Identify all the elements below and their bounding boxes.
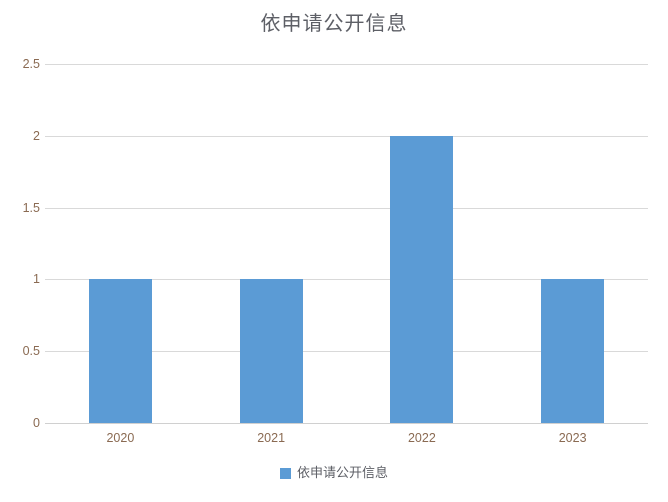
legend-label: 依申请公开信息 bbox=[296, 465, 388, 480]
bar-2020[interactable] bbox=[88, 279, 152, 423]
bar-2021[interactable] bbox=[239, 279, 303, 423]
bar-2023[interactable] bbox=[541, 279, 605, 423]
gridline bbox=[45, 423, 648, 424]
plot-area bbox=[45, 64, 648, 424]
gridline bbox=[45, 351, 648, 353]
y-tick-label: 1.5 bbox=[22, 200, 40, 215]
y-tick-label: 0 bbox=[33, 416, 40, 430]
y-axis: 0 0.5 1 1.5 2 2.5 bbox=[0, 0, 40, 502]
x-tick-label: 2022 bbox=[407, 431, 436, 445]
bar-2022[interactable] bbox=[390, 135, 454, 423]
y-tick-label: 1 bbox=[33, 272, 40, 287]
y-tick-label: 2.5 bbox=[22, 57, 40, 71]
y-tick-label: 0.5 bbox=[22, 344, 40, 359]
gridline bbox=[45, 135, 648, 137]
legend-swatch-icon bbox=[279, 467, 291, 479]
x-tick-label: 2021 bbox=[257, 431, 286, 445]
chart-title: 依申请公开信息 bbox=[260, 13, 408, 35]
chart-legend: 依申请公开信息 bbox=[0, 465, 668, 481]
y-tick-label: 2 bbox=[33, 128, 40, 143]
x-tick-label: 2020 bbox=[106, 431, 135, 445]
x-tick-label: 2023 bbox=[558, 431, 587, 445]
gridline bbox=[45, 207, 648, 209]
legend-item[interactable]: 依申请公开信息 bbox=[279, 465, 388, 481]
gridline bbox=[45, 279, 648, 281]
gridline bbox=[45, 64, 648, 65]
x-axis: 2020 2021 2022 2023 bbox=[45, 430, 648, 450]
